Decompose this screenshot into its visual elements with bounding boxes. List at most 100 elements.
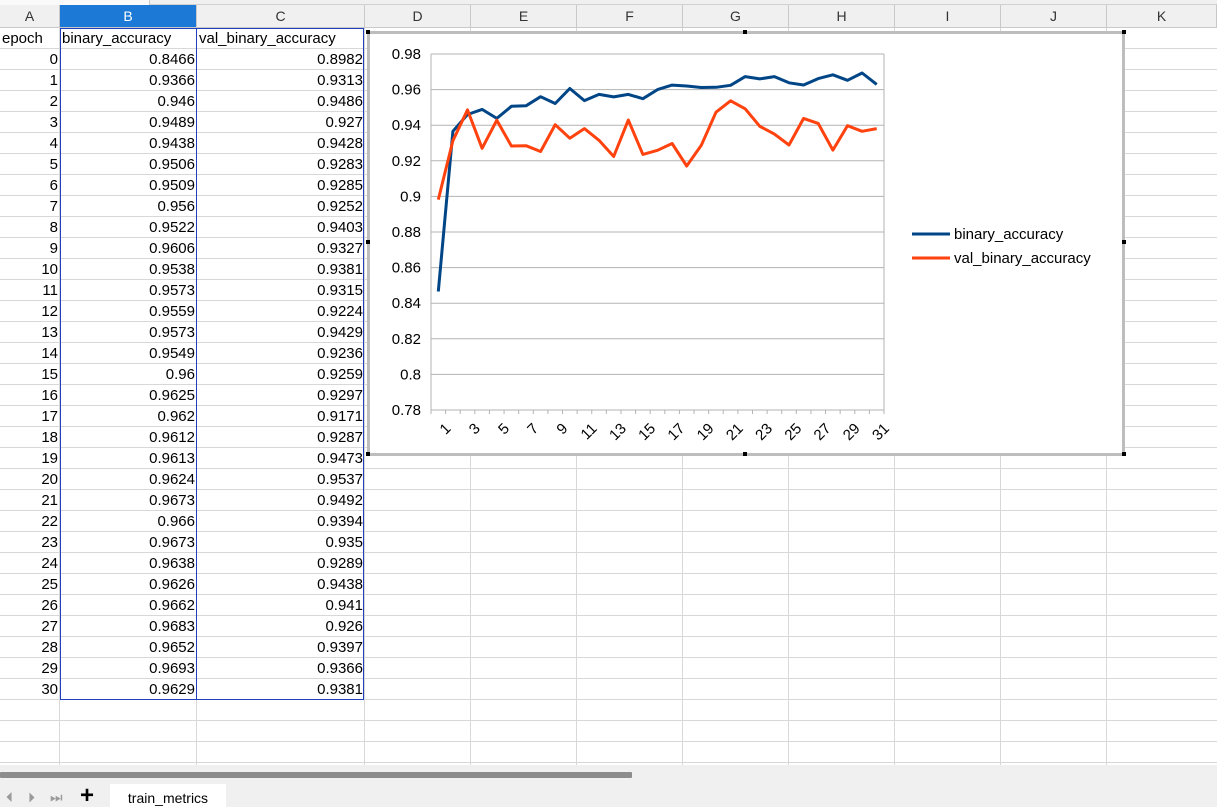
cell-c27[interactable]: 0.9438 bbox=[197, 574, 365, 595]
resize-handle-br[interactable] bbox=[1122, 452, 1126, 456]
cell-b14[interactable]: 0.9559 bbox=[60, 301, 197, 322]
cell-a27[interactable]: 25 bbox=[0, 574, 60, 595]
resize-handle-bm[interactable] bbox=[743, 452, 747, 456]
cell-a18[interactable]: 16 bbox=[0, 385, 60, 406]
cell-b24[interactable]: 0.966 bbox=[60, 511, 197, 532]
resize-handle-tl[interactable] bbox=[366, 30, 370, 34]
column-header-b[interactable]: B bbox=[60, 5, 197, 28]
cell-b21[interactable]: 0.9613 bbox=[60, 448, 197, 469]
cell-c18[interactable]: 0.9297 bbox=[197, 385, 365, 406]
cell-c25[interactable]: 0.935 bbox=[197, 532, 365, 553]
cell-c14[interactable]: 0.9224 bbox=[197, 301, 365, 322]
column-header-a[interactable]: A bbox=[0, 5, 60, 28]
cell-c4[interactable]: 0.9486 bbox=[197, 91, 365, 112]
cell-c7[interactable]: 0.9283 bbox=[197, 154, 365, 175]
cell-a30[interactable]: 28 bbox=[0, 637, 60, 658]
cell-c10[interactable]: 0.9403 bbox=[197, 217, 365, 238]
cell-a28[interactable]: 26 bbox=[0, 595, 60, 616]
cell-a5[interactable]: 3 bbox=[0, 112, 60, 133]
cell-b28[interactable]: 0.9662 bbox=[60, 595, 197, 616]
first-sheet-button[interactable]: ⏴ bbox=[6, 788, 13, 806]
cell-a16[interactable]: 14 bbox=[0, 343, 60, 364]
resize-handle-mr[interactable] bbox=[1122, 240, 1126, 244]
cell-a15[interactable]: 13 bbox=[0, 322, 60, 343]
next-sheet-button[interactable]: ⏵ bbox=[28, 788, 35, 806]
cell-a7[interactable]: 5 bbox=[0, 154, 60, 175]
cell-c16[interactable]: 0.9236 bbox=[197, 343, 365, 364]
cell-b30[interactable]: 0.9652 bbox=[60, 637, 197, 658]
cell-a2[interactable]: 0 bbox=[0, 49, 60, 70]
cell-c13[interactable]: 0.9315 bbox=[197, 280, 365, 301]
cell-a10[interactable]: 8 bbox=[0, 217, 60, 238]
cell-b23[interactable]: 0.9673 bbox=[60, 490, 197, 511]
cell-b2[interactable]: 0.8466 bbox=[60, 49, 197, 70]
cell-b16[interactable]: 0.9549 bbox=[60, 343, 197, 364]
resize-handle-bl[interactable] bbox=[366, 452, 370, 456]
column-header-k[interactable]: K bbox=[1107, 5, 1217, 28]
cell-c5[interactable]: 0.927 bbox=[197, 112, 365, 133]
cell-a11[interactable]: 9 bbox=[0, 238, 60, 259]
cell-a31[interactable]: 29 bbox=[0, 658, 60, 679]
cell-b29[interactable]: 0.9683 bbox=[60, 616, 197, 637]
cell-b20[interactable]: 0.9612 bbox=[60, 427, 197, 448]
cell-b32[interactable]: 0.9629 bbox=[60, 679, 197, 700]
cell-c26[interactable]: 0.9289 bbox=[197, 553, 365, 574]
cell-c17[interactable]: 0.9259 bbox=[197, 364, 365, 385]
cell-c28[interactable]: 0.941 bbox=[197, 595, 365, 616]
cell-a9[interactable]: 7 bbox=[0, 196, 60, 217]
cell-a24[interactable]: 22 bbox=[0, 511, 60, 532]
cell-c2[interactable]: 0.8982 bbox=[197, 49, 365, 70]
cell-c3[interactable]: 0.9313 bbox=[197, 70, 365, 91]
cell-a8[interactable]: 6 bbox=[0, 175, 60, 196]
cell-a22[interactable]: 20 bbox=[0, 469, 60, 490]
cell-b1[interactable]: binary_accuracy bbox=[60, 28, 197, 49]
cell-b3[interactable]: 0.9366 bbox=[60, 70, 197, 91]
cell-b25[interactable]: 0.9673 bbox=[60, 532, 197, 553]
cell-b9[interactable]: 0.956 bbox=[60, 196, 197, 217]
cell-b22[interactable]: 0.9624 bbox=[60, 469, 197, 490]
cell-b11[interactable]: 0.9606 bbox=[60, 238, 197, 259]
cell-b7[interactable]: 0.9506 bbox=[60, 154, 197, 175]
column-header-h[interactable]: H bbox=[789, 5, 895, 28]
cell-a12[interactable]: 10 bbox=[0, 259, 60, 280]
add-sheet-button[interactable]: + bbox=[80, 783, 94, 809]
cell-c31[interactable]: 0.9366 bbox=[197, 658, 365, 679]
cell-a20[interactable]: 18 bbox=[0, 427, 60, 448]
line-chart[interactable]: 0.980.960.940.920.90.880.860.840.820.80.… bbox=[370, 34, 1122, 453]
cell-c29[interactable]: 0.926 bbox=[197, 616, 365, 637]
cell-b31[interactable]: 0.9693 bbox=[60, 658, 197, 679]
cell-a17[interactable]: 15 bbox=[0, 364, 60, 385]
cell-a6[interactable]: 4 bbox=[0, 133, 60, 154]
cell-b6[interactable]: 0.9438 bbox=[60, 133, 197, 154]
cell-a19[interactable]: 17 bbox=[0, 406, 60, 427]
cell-c22[interactable]: 0.9537 bbox=[197, 469, 365, 490]
cell-c9[interactable]: 0.9252 bbox=[197, 196, 365, 217]
cell-a32[interactable]: 30 bbox=[0, 679, 60, 700]
cell-b13[interactable]: 0.9573 bbox=[60, 280, 197, 301]
cell-c15[interactable]: 0.9429 bbox=[197, 322, 365, 343]
cell-a25[interactable]: 23 bbox=[0, 532, 60, 553]
column-header-f[interactable]: F bbox=[577, 5, 683, 28]
cell-c1[interactable]: val_binary_accuracy bbox=[197, 28, 365, 49]
resize-handle-ml[interactable] bbox=[366, 240, 370, 244]
cell-a21[interactable]: 19 bbox=[0, 448, 60, 469]
column-header-d[interactable]: D bbox=[365, 5, 471, 28]
cell-a23[interactable]: 21 bbox=[0, 490, 60, 511]
cell-c8[interactable]: 0.9285 bbox=[197, 175, 365, 196]
cell-c32[interactable]: 0.9381 bbox=[197, 679, 365, 700]
cell-a3[interactable]: 1 bbox=[0, 70, 60, 91]
cell-b4[interactable]: 0.946 bbox=[60, 91, 197, 112]
column-header-e[interactable]: E bbox=[471, 5, 577, 28]
cell-a29[interactable]: 27 bbox=[0, 616, 60, 637]
cell-a14[interactable]: 12 bbox=[0, 301, 60, 322]
column-header-g[interactable]: G bbox=[683, 5, 789, 28]
cell-c30[interactable]: 0.9397 bbox=[197, 637, 365, 658]
horizontal-scrollbar[interactable] bbox=[0, 772, 632, 778]
cell-a1[interactable]: epoch bbox=[0, 28, 60, 49]
cell-c19[interactable]: 0.9171 bbox=[197, 406, 365, 427]
cell-b19[interactable]: 0.962 bbox=[60, 406, 197, 427]
cell-b5[interactable]: 0.9489 bbox=[60, 112, 197, 133]
cell-c12[interactable]: 0.9381 bbox=[197, 259, 365, 280]
cell-b10[interactable]: 0.9522 bbox=[60, 217, 197, 238]
